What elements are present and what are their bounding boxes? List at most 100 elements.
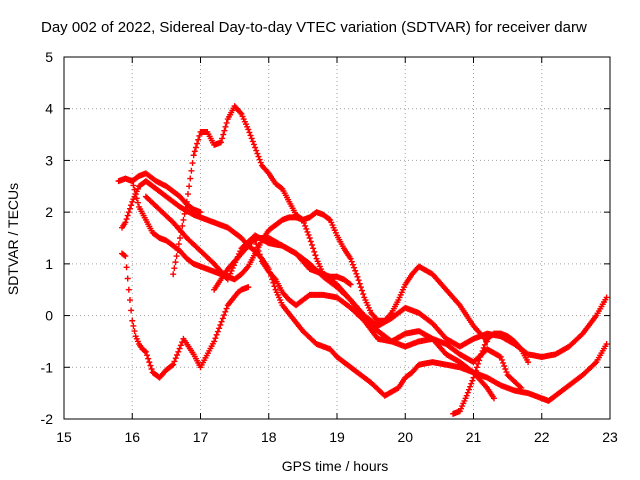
x-tick-label: 21 xyxy=(466,429,482,445)
data-point xyxy=(246,129,253,136)
data-point xyxy=(257,159,264,166)
data-point xyxy=(256,156,263,163)
data-point xyxy=(142,348,149,355)
data-point xyxy=(126,205,133,212)
y-tick-label: 4 xyxy=(45,101,53,117)
data-point xyxy=(125,286,132,293)
data-point xyxy=(184,191,191,198)
y-tick-label: 0 xyxy=(45,308,53,324)
data-point xyxy=(254,150,261,157)
data-point xyxy=(525,359,532,366)
series-arc-a xyxy=(115,170,204,216)
series-arc-g xyxy=(211,235,525,391)
data-point xyxy=(245,126,252,133)
data-point xyxy=(463,392,470,399)
data-point xyxy=(483,383,490,390)
data-point xyxy=(476,357,483,364)
y-tick-label: -1 xyxy=(41,359,54,375)
x-tick-label: 19 xyxy=(329,429,345,445)
data-point xyxy=(346,280,353,287)
data-point xyxy=(478,350,485,357)
data-point xyxy=(226,273,233,280)
data-point xyxy=(464,389,471,396)
x-tick-label: 15 xyxy=(56,429,72,445)
data-point xyxy=(145,355,152,362)
data-points xyxy=(115,103,610,417)
data-point xyxy=(354,273,361,280)
data-point xyxy=(148,366,155,373)
data-point xyxy=(483,338,490,345)
data-point xyxy=(469,377,476,384)
data-point xyxy=(121,252,128,259)
data-point xyxy=(171,358,178,365)
data-point xyxy=(146,359,153,366)
data-point xyxy=(479,347,486,354)
data-point xyxy=(245,284,252,291)
data-point xyxy=(353,270,360,277)
data-point xyxy=(124,275,131,282)
data-point xyxy=(175,241,182,248)
data-point xyxy=(219,315,226,322)
data-point xyxy=(172,355,179,362)
data-point xyxy=(170,271,177,278)
data-point xyxy=(124,212,131,219)
y-axis-label: SDTVAR / TECUs xyxy=(5,183,21,295)
data-point xyxy=(256,251,263,258)
data-point xyxy=(237,109,244,116)
data-point xyxy=(270,279,277,286)
series-arc-h xyxy=(252,237,497,402)
data-point xyxy=(183,198,190,205)
x-tick-label: 18 xyxy=(261,429,277,445)
series-arc-e xyxy=(129,178,354,288)
data-point xyxy=(517,344,524,351)
data-point xyxy=(305,231,312,238)
data-point xyxy=(264,169,271,176)
data-point xyxy=(181,210,188,217)
data-point xyxy=(500,359,507,366)
y-tick-label: 1 xyxy=(45,256,53,272)
data-point xyxy=(173,253,180,260)
data-point xyxy=(187,175,194,182)
data-point xyxy=(501,362,508,369)
data-point xyxy=(223,305,230,312)
data-point xyxy=(189,160,196,167)
data-point xyxy=(219,135,226,142)
data-point xyxy=(465,386,472,393)
x-tick-label: 16 xyxy=(124,429,140,445)
data-point xyxy=(247,132,254,139)
data-point xyxy=(473,364,480,371)
data-point xyxy=(603,294,610,301)
data-point xyxy=(196,132,203,139)
chart-title: Day 002 of 2022, Sidereal Day-to-day VTE… xyxy=(41,19,587,36)
data-point xyxy=(144,352,151,359)
data-point xyxy=(222,123,229,130)
data-point xyxy=(129,178,136,185)
data-point xyxy=(348,258,355,265)
data-point xyxy=(221,127,228,134)
data-point xyxy=(347,281,354,288)
data-point xyxy=(252,237,259,244)
x-tick-label: 22 xyxy=(534,429,550,445)
data-point xyxy=(132,191,139,198)
x-axis-label: GPS time / hours xyxy=(282,458,389,474)
data-point xyxy=(195,136,202,143)
data-point xyxy=(180,216,187,223)
data-point xyxy=(254,244,261,251)
data-point xyxy=(175,348,182,355)
data-point xyxy=(130,182,137,189)
data-point xyxy=(123,216,130,223)
data-point xyxy=(123,264,130,271)
data-point xyxy=(475,360,482,367)
data-point xyxy=(603,341,610,348)
data-point xyxy=(357,284,364,291)
data-point xyxy=(197,209,204,216)
data-point xyxy=(311,248,318,255)
data-point xyxy=(170,361,177,368)
data-point xyxy=(212,335,219,342)
data-point xyxy=(221,312,228,319)
data-point xyxy=(306,235,313,241)
data-point xyxy=(255,153,262,160)
data-point xyxy=(299,216,306,223)
data-point xyxy=(131,328,138,335)
